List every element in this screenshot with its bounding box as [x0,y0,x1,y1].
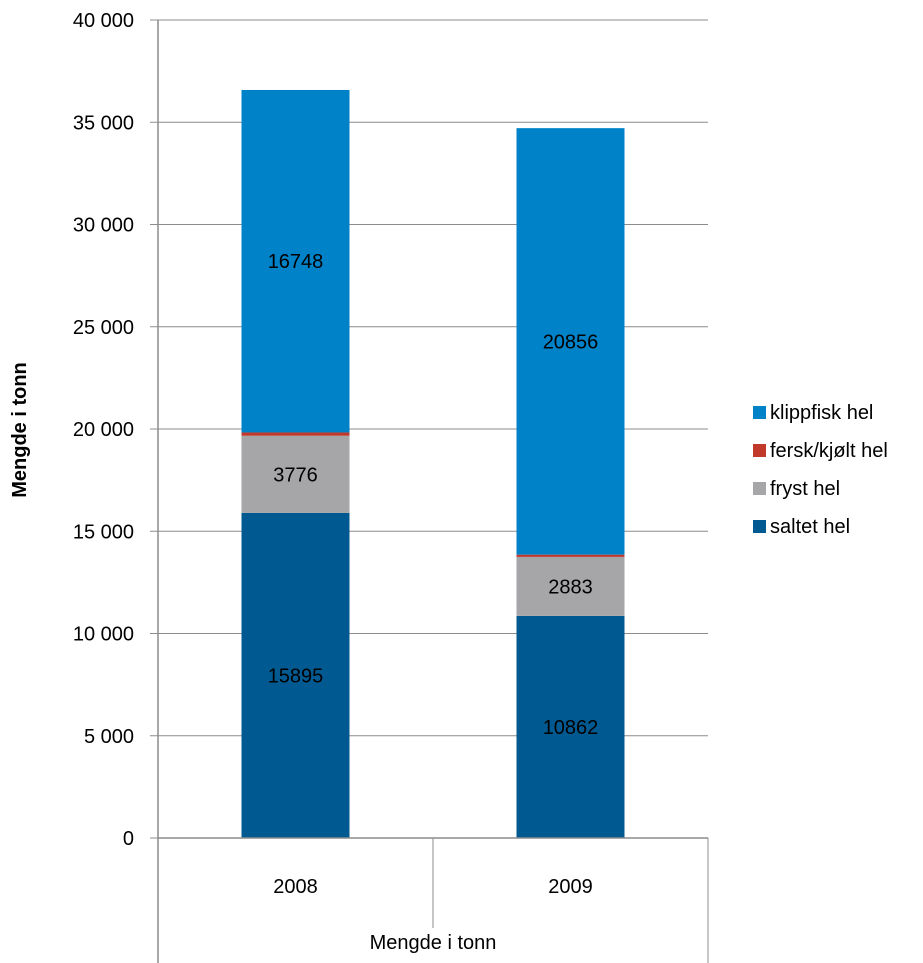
bar-segment [241,89,350,433]
bar-segment [516,128,625,555]
grid-lines [158,19,708,737]
legend-label: saltet hel [770,516,850,538]
y-tick-label: 0 [123,828,134,850]
bar-segment [516,615,625,838]
legend-swatch [753,444,766,457]
legend-swatch [753,406,766,419]
data-label: 16748 [268,251,324,273]
y-tick-label: 40 000 [73,10,134,32]
bar-segment [241,512,350,838]
y-tick-label: 15 000 [73,521,134,543]
x-axis-title: Mengde i tonn [370,932,497,954]
legend-label: klippfisk hel [770,402,873,424]
bar-segment [241,435,350,513]
bar-segment [241,432,350,436]
y-tick-label: 20 000 [73,419,134,441]
legend: klippfisk hel fersk/kjølt hel fryst hel sal… [753,402,888,538]
y-tick-label: 30 000 [73,215,134,237]
legend-swatch [753,520,766,533]
bars [241,89,625,838]
y-tick-label: 35 000 [73,112,134,134]
legend-swatch [753,482,766,495]
legend-label: fryst hel [770,478,840,500]
data-label: 15895 [268,665,324,687]
axes: 0 5 000 10 000 15 000 20 000 25 000 30 000 35 0… [73,10,709,963]
data-label: 20856 [543,331,599,353]
y-tick-label: 10 000 [73,624,134,646]
y-tick-label: 25 000 [73,317,134,339]
y-tick-label: 5 000 [84,726,134,748]
data-labels: 15895 3776 16748 10862 2883 20856 [268,251,599,739]
bar-segment [516,556,625,616]
category-label: 2009 [548,876,593,898]
data-label: 2883 [548,576,593,598]
bar-segment [516,554,625,557]
data-label: 10862 [543,717,599,739]
legend-label: fersk/kjølt hel [770,440,888,462]
category-label: 2008 [273,876,318,898]
data-label: 3776 [273,464,318,486]
y-axis-title: Mengde i tonn [9,362,31,498]
